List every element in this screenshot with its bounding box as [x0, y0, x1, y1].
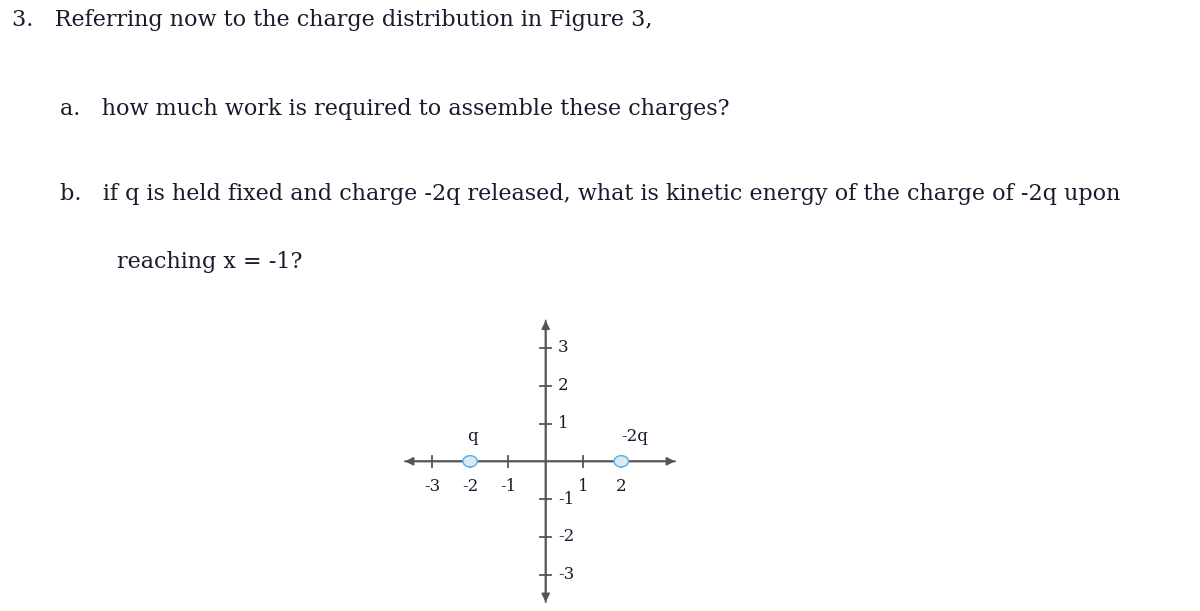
Text: -3: -3	[424, 478, 440, 494]
Text: -1: -1	[499, 478, 516, 494]
Ellipse shape	[614, 456, 629, 467]
Text: 1: 1	[558, 415, 569, 432]
Text: 2: 2	[616, 478, 626, 494]
Text: -3: -3	[558, 566, 575, 583]
Text: 3: 3	[558, 340, 569, 356]
Text: reaching x = -1?: reaching x = -1?	[60, 251, 302, 273]
Text: -2q: -2q	[622, 428, 648, 445]
Ellipse shape	[463, 456, 478, 467]
Text: a.   how much work is required to assemble these charges?: a. how much work is required to assemble…	[60, 98, 730, 120]
Text: -2: -2	[558, 529, 575, 546]
Text: -2: -2	[462, 478, 479, 494]
Text: 3.   Referring now to the charge distribution in Figure 3,: 3. Referring now to the charge distribut…	[12, 9, 653, 31]
Text: q: q	[467, 428, 478, 445]
Text: 2: 2	[558, 377, 569, 394]
Text: -1: -1	[558, 491, 575, 508]
Text: b.   if q is held fixed and charge -2q released, what is kinetic energy of the c: b. if q is held fixed and charge -2q rel…	[60, 183, 1121, 205]
Text: 1: 1	[578, 478, 589, 494]
